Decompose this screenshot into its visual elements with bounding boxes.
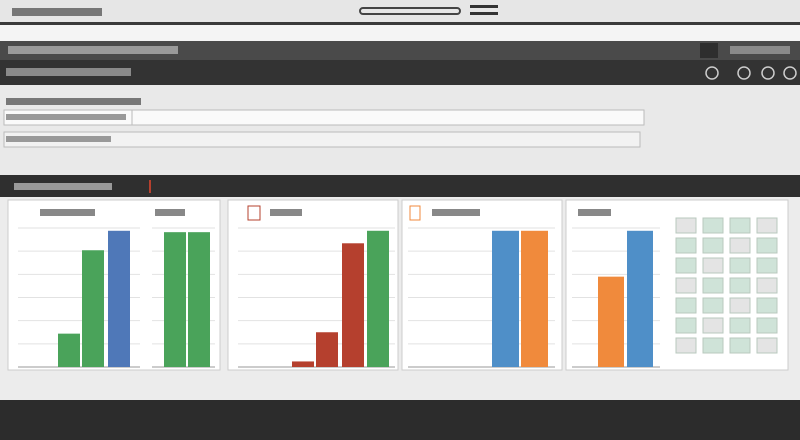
panel-title-placeholder [155,209,185,216]
slider[interactable] [359,7,461,15]
toolbar-icon[interactable] [705,66,719,80]
top-bar [0,0,800,24]
icon-tile [729,277,751,294]
icon-tile [675,337,697,354]
menu-icon[interactable] [470,5,498,8]
title-controls [730,46,790,54]
bar [82,250,104,367]
icon-tile [702,317,724,334]
icon-tile [729,297,751,314]
icon-tile [702,277,724,294]
icon-tile [675,297,697,314]
panel-title-placeholder [578,209,611,216]
icon-tile [756,337,778,354]
bar [598,276,624,367]
icon-tile [729,217,751,234]
bar [292,361,314,367]
bar [367,230,389,367]
icon-tile [729,337,751,354]
icon-tile [675,217,697,234]
bar [164,232,186,367]
input-field[interactable] [3,109,645,126]
toolbar-icon[interactable] [783,66,797,80]
title-placeholder [8,46,178,54]
bar [316,332,338,367]
panel-title-placeholder [270,209,302,216]
icon-tile [702,217,724,234]
icon-tile [756,217,778,234]
toolbar [0,60,800,85]
icon-grid [675,217,778,354]
title-bar [0,41,800,60]
input-label-placeholder [6,114,126,120]
icon-tile [756,277,778,294]
icon-tile [729,237,751,254]
charts-header-placeholder [14,183,112,190]
input-label-placeholder [6,136,111,142]
icon-tile [675,317,697,334]
icon-tile [756,257,778,274]
form-heading-placeholder [6,98,141,105]
panel-title-placeholder [40,209,95,216]
bar [108,230,130,367]
icon-tile [675,277,697,294]
app-name-placeholder [12,8,102,16]
bar [342,243,364,367]
charts [18,227,660,368]
icon-tile [675,237,697,254]
panel-title-placeholder [432,209,480,216]
bar [627,230,653,367]
icon-tile [729,317,751,334]
bar [521,230,548,367]
icon-tile [702,297,724,314]
charts-header [0,175,800,197]
toolbar-label-placeholder [6,68,131,76]
footer [0,400,800,440]
button[interactable] [700,43,718,58]
panel-icon [409,205,421,221]
icon-tile [675,257,697,274]
spacer [0,25,800,41]
icon-tile [702,237,724,254]
toolbar-icon[interactable] [761,66,775,80]
icon-tile [756,317,778,334]
icon-tile [702,257,724,274]
bar [188,232,210,367]
bar [58,333,80,367]
icon-tile [756,237,778,254]
icon-tile [702,337,724,354]
panel-icon [247,205,261,221]
toolbar-icon[interactable] [737,66,751,80]
top-bar-border [0,22,800,25]
input-field[interactable] [3,131,641,148]
menu-icon[interactable] [470,12,498,15]
bar [492,230,519,367]
icon-tile [729,257,751,274]
icon-tile [756,297,778,314]
